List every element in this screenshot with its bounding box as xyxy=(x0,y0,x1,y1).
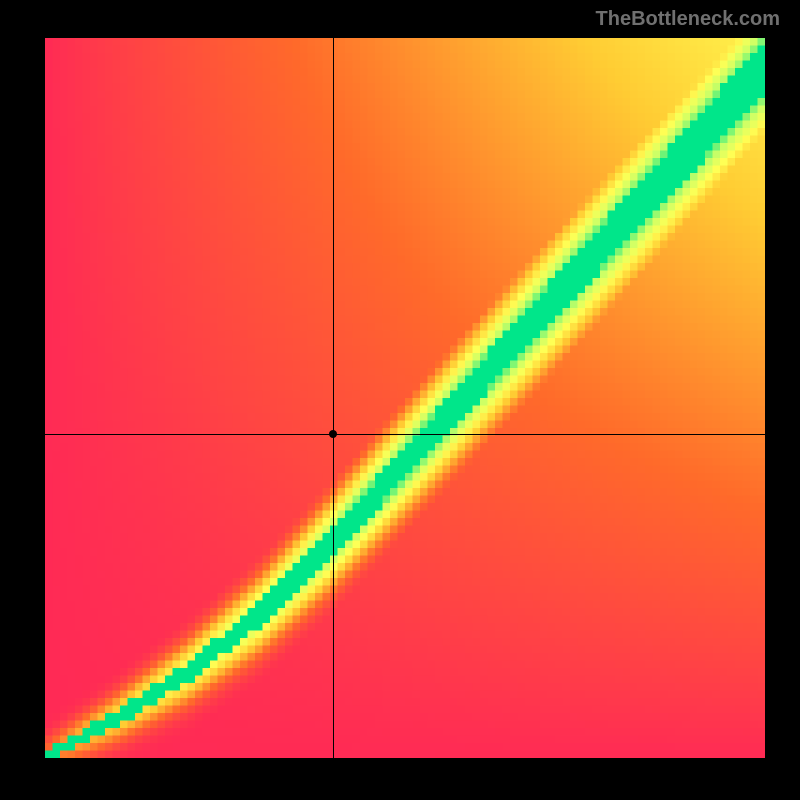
crosshair-vertical xyxy=(333,38,334,758)
watermark-text: TheBottleneck.com xyxy=(596,8,780,31)
crosshair-horizontal xyxy=(45,434,765,435)
heatmap-plot xyxy=(45,38,765,758)
heatmap-canvas xyxy=(45,38,765,758)
data-point-marker xyxy=(329,430,337,438)
